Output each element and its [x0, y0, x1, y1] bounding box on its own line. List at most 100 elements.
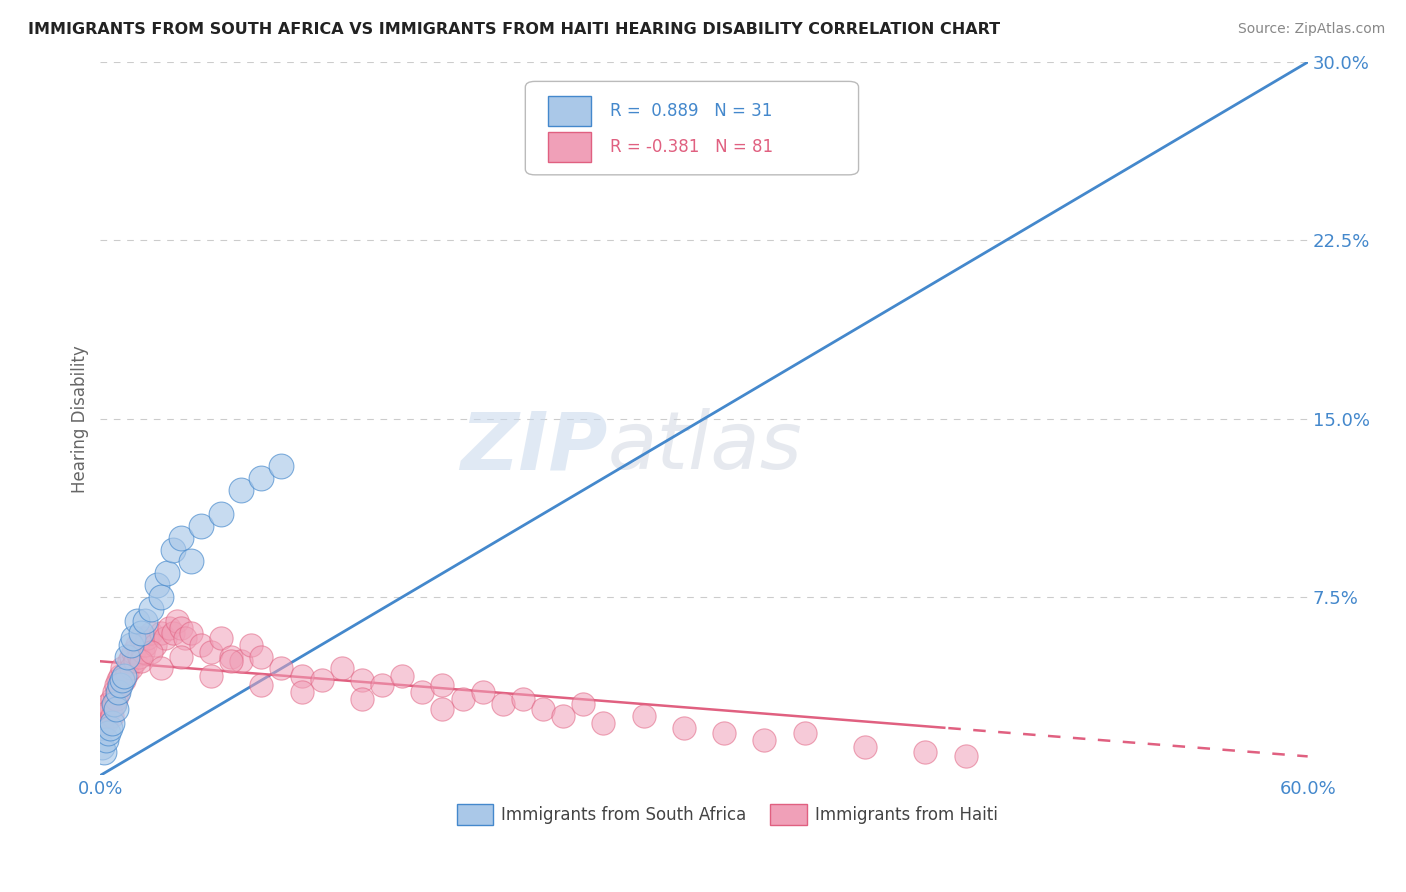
- Point: [103, 685, 125, 699]
- Point: [125, 614, 148, 628]
- Point: [572, 697, 595, 711]
- Point: [96, 732, 118, 747]
- Bar: [457, 804, 492, 825]
- Point: [173, 631, 195, 645]
- Point: [96, 716, 118, 731]
- Point: [512, 692, 534, 706]
- Point: [103, 697, 125, 711]
- Text: Source: ZipAtlas.com: Source: ZipAtlas.com: [1237, 22, 1385, 37]
- Point: [115, 649, 138, 664]
- Point: [200, 645, 222, 659]
- Point: [107, 673, 129, 688]
- Point: [149, 661, 172, 675]
- Point: [200, 668, 222, 682]
- Point: [135, 631, 157, 645]
- Point: [471, 685, 494, 699]
- Bar: [548, 96, 591, 127]
- Point: [93, 709, 115, 723]
- Point: [219, 654, 242, 668]
- Point: [754, 732, 776, 747]
- Point: [120, 638, 142, 652]
- Point: [120, 661, 142, 675]
- Point: [371, 678, 394, 692]
- Point: [97, 725, 120, 739]
- Text: ZIP: ZIP: [460, 409, 607, 486]
- Point: [134, 638, 156, 652]
- Point: [100, 721, 122, 735]
- Point: [145, 578, 167, 592]
- Point: [170, 621, 193, 635]
- Point: [120, 649, 142, 664]
- Point: [105, 702, 128, 716]
- Point: [290, 668, 312, 682]
- Point: [110, 678, 132, 692]
- Point: [270, 661, 292, 675]
- Point: [153, 631, 176, 645]
- Point: [139, 602, 162, 616]
- Point: [107, 685, 129, 699]
- Text: atlas: atlas: [607, 409, 803, 486]
- Point: [131, 645, 153, 659]
- Point: [107, 685, 129, 699]
- Point: [143, 638, 166, 652]
- Point: [350, 692, 373, 706]
- Point: [101, 709, 124, 723]
- Point: [531, 702, 554, 716]
- Point: [139, 625, 162, 640]
- Point: [101, 716, 124, 731]
- Point: [190, 518, 212, 533]
- Point: [451, 692, 474, 706]
- Point: [157, 621, 180, 635]
- Point: [110, 668, 132, 682]
- Point: [162, 625, 184, 640]
- Point: [111, 673, 134, 688]
- Y-axis label: Hearing Disability: Hearing Disability: [72, 345, 89, 492]
- Point: [209, 507, 232, 521]
- Point: [592, 127, 614, 141]
- Text: R =  0.889   N = 31: R = 0.889 N = 31: [610, 103, 772, 120]
- FancyBboxPatch shape: [526, 81, 859, 175]
- Point: [101, 692, 124, 706]
- Point: [432, 678, 454, 692]
- Point: [330, 661, 353, 675]
- Point: [162, 542, 184, 557]
- Point: [240, 638, 263, 652]
- Point: [391, 668, 413, 682]
- Point: [250, 678, 273, 692]
- Point: [633, 709, 655, 723]
- Point: [553, 709, 575, 723]
- Point: [114, 673, 136, 688]
- Point: [97, 697, 120, 711]
- Point: [180, 554, 202, 568]
- Point: [231, 654, 253, 668]
- Point: [103, 697, 125, 711]
- Point: [124, 654, 146, 668]
- Text: Immigrants from South Africa: Immigrants from South Africa: [501, 805, 747, 823]
- Point: [350, 673, 373, 688]
- Point: [270, 459, 292, 474]
- Point: [125, 638, 148, 652]
- Point: [91, 721, 114, 735]
- Point: [209, 631, 232, 645]
- Point: [114, 668, 136, 682]
- Point: [411, 685, 433, 699]
- Point: [156, 566, 179, 581]
- Point: [115, 666, 138, 681]
- Point: [121, 645, 143, 659]
- Point: [219, 649, 242, 664]
- Point: [128, 649, 150, 664]
- Point: [111, 661, 134, 675]
- Point: [290, 685, 312, 699]
- Point: [853, 739, 876, 754]
- Point: [139, 645, 162, 659]
- Point: [149, 625, 172, 640]
- Point: [713, 725, 735, 739]
- Bar: [770, 804, 807, 825]
- Point: [180, 625, 202, 640]
- Point: [91, 739, 114, 754]
- Point: [170, 649, 193, 664]
- Point: [129, 625, 152, 640]
- Point: [166, 614, 188, 628]
- Point: [121, 631, 143, 645]
- Point: [250, 649, 273, 664]
